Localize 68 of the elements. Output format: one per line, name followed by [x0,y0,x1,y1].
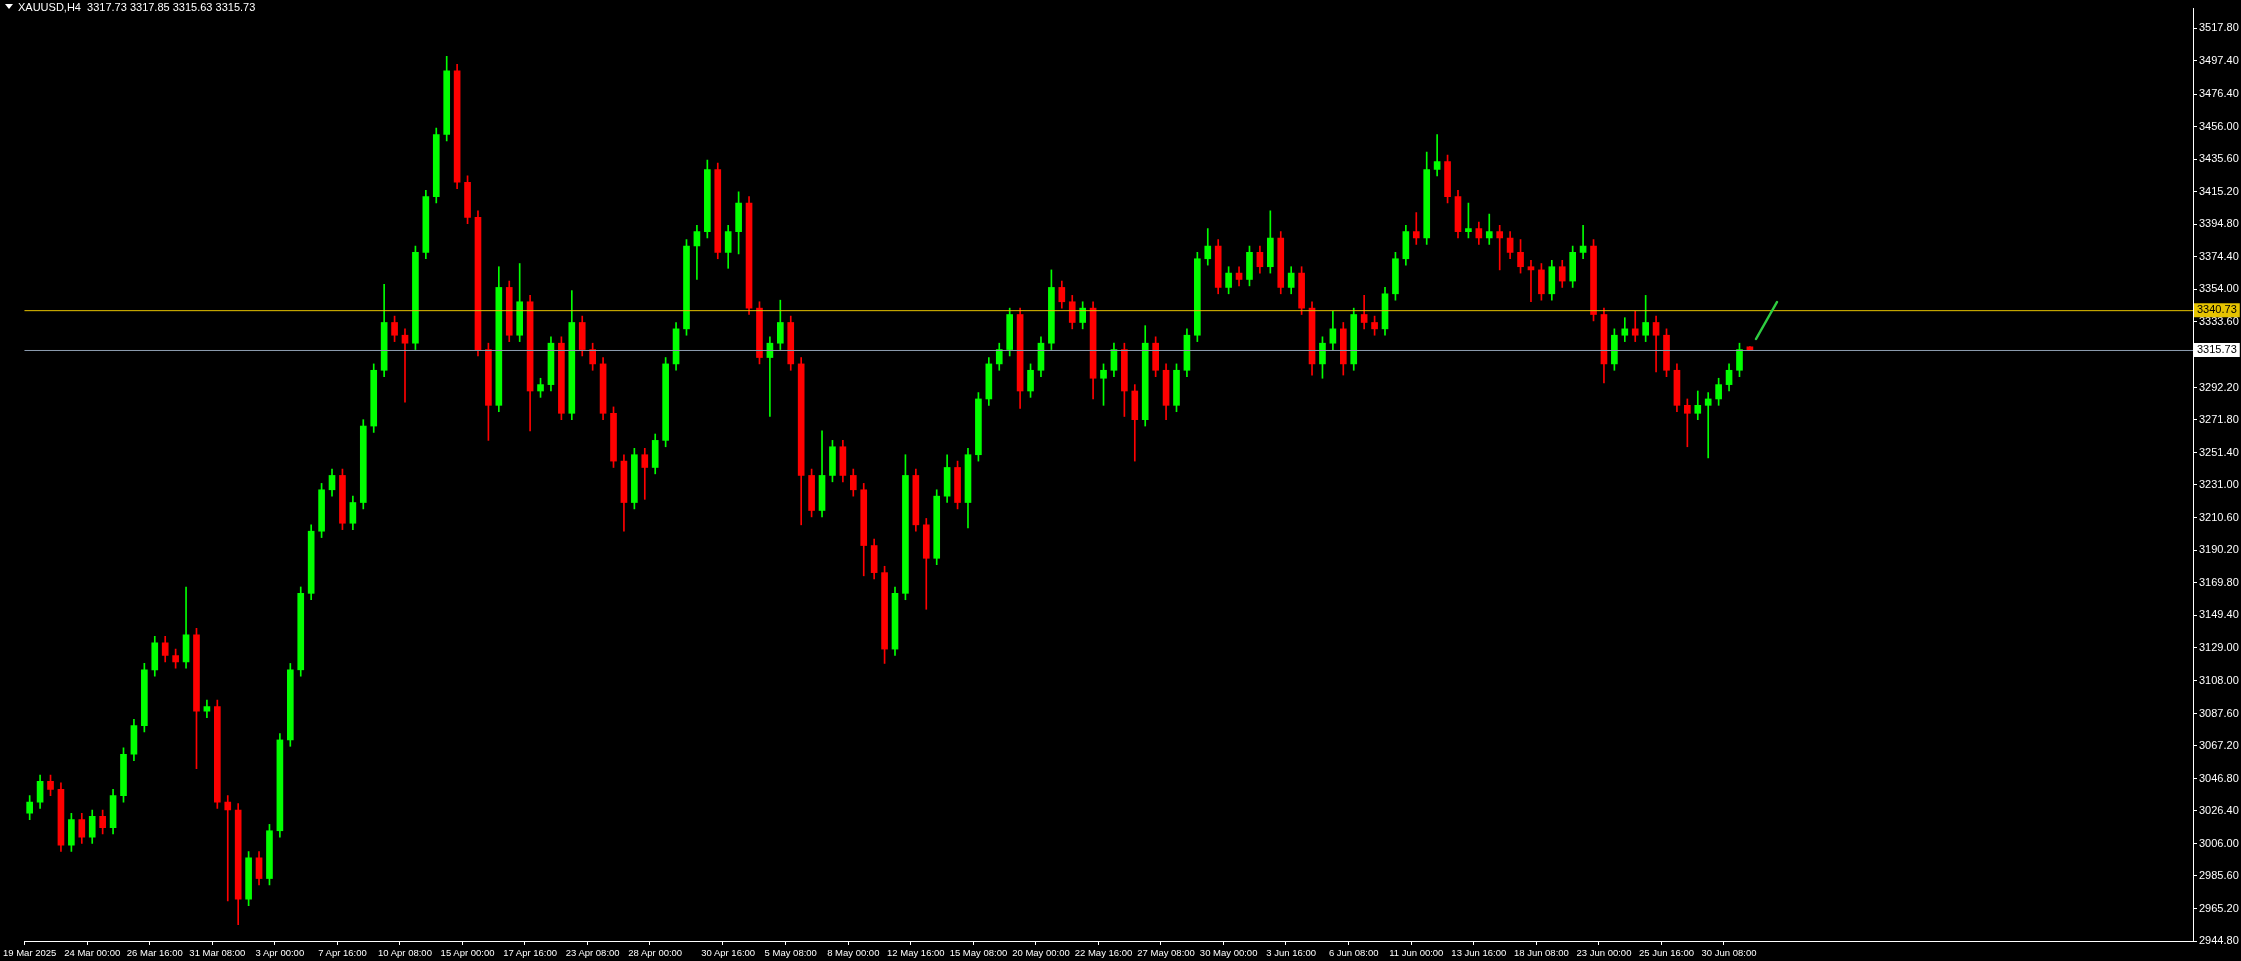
x-tick-label: 3 Apr 00:00 [255,947,305,959]
x-tick-label: 3 Jun 16:00 [1266,947,1317,959]
x-tick-label: 15 Apr 00:00 [440,947,495,959]
y-tick-label: 2985.60 [2199,869,2239,882]
x-tick-label: 22 May 16:00 [1074,947,1133,959]
y-tick-label: 3026.40 [2199,804,2239,817]
y-tick-label: 3394.80 [2199,217,2239,230]
y-tick-label: 3129.00 [2199,640,2239,653]
candlestick [1496,224,1504,271]
candlestick [401,328,409,403]
x-tick-label: 26 Mar 16:00 [126,947,183,959]
candlestick [1412,212,1420,245]
x-tick-label: 8 May 00:00 [827,947,880,959]
x-tick-label: 23 Jun 00:00 [1576,947,1632,959]
candlestick [1631,311,1639,342]
y-tick-label: 3415.20 [2199,184,2239,197]
x-tick-label: 17 Apr 16:00 [503,947,558,959]
x-tick-label: 19 Mar 2025 [3,947,57,959]
y-tick-label: 3067.20 [2199,739,2239,752]
y-tick-label: 2944.80 [2199,934,2239,947]
candlestick [224,795,232,902]
ref-line-label: 3340.73 [2197,303,2237,316]
y-tick-label: 3456.00 [2199,119,2239,132]
x-tick-label: 6 Jun 08:00 [1328,947,1379,959]
candlestick [1527,260,1535,303]
y-tick-label: 3190.20 [2199,543,2239,556]
x-tick-label: 30 May 00:00 [1199,947,1258,959]
ref-line-label: 3315.73 [2197,343,2237,356]
x-tick-label: 12 May 16:00 [887,947,945,959]
candlestick [1433,134,1441,177]
y-tick-label: 3231.00 [2199,478,2239,491]
y-tick-label: 3108.00 [2199,674,2239,686]
x-tick-label: 18 Jun 08:00 [1513,947,1569,959]
x-tick-label: 24 Mar 00:00 [64,947,121,959]
x-tick-label: 5 May 08:00 [764,947,817,959]
y-tick-label: 3476.40 [2199,87,2239,100]
y-tick-label: 3149.40 [2199,608,2239,621]
x-tick-label: 30 Jun 08:00 [1701,947,1757,959]
y-tick-label: 3354.00 [2199,282,2239,295]
x-tick-label: 11 Jun 00:00 [1389,947,1444,959]
x-tick-label: 23 Apr 08:00 [565,947,620,959]
x-tick-label: 25 Jun 16:00 [1639,947,1694,959]
y-tick-label: 3087.60 [2199,706,2239,719]
x-tick-label: 27 May 08:00 [1137,947,1195,959]
x-tick-label: 10 Apr 08:00 [378,947,432,959]
y-tick-label: 3169.80 [2199,575,2239,588]
y-tick-label: 3333.60 [2199,314,2239,327]
x-tick-label: 30 Apr 16:00 [701,947,756,959]
x-tick-label: 31 Mar 08:00 [189,947,246,959]
y-tick-label: 3046.80 [2199,771,2239,784]
x-tick-label: 20 May 00:00 [1012,947,1070,959]
y-tick-label: 3210.60 [2199,510,2239,523]
candlestick [1485,213,1493,245]
x-tick-label: 13 Jun 16:00 [1451,947,1507,959]
y-tick-label: 2965.20 [2199,901,2239,914]
x-tick-label: 15 May 08:00 [949,947,1008,959]
y-tick-label: 3517.80 [2199,21,2239,34]
x-tick-label: 28 Apr 00:00 [628,947,683,959]
y-tick-label: 3435.60 [2199,152,2239,165]
y-tick-label: 3271.80 [2199,413,2239,426]
y-tick-label: 3251.40 [2199,445,2239,458]
y-tick-label: 3497.40 [2199,53,2239,66]
y-tick-label: 3006.00 [2199,836,2239,849]
y-tick-label: 3292.20 [2199,380,2239,393]
x-tick-label: 7 Apr 16:00 [318,947,367,959]
chart-title: XAUUSD,H4 3317.73 3317.85 3315.63 3315.73 [18,1,256,13]
y-tick-label: 3374.40 [2199,249,2239,262]
candlestick [1704,392,1712,459]
